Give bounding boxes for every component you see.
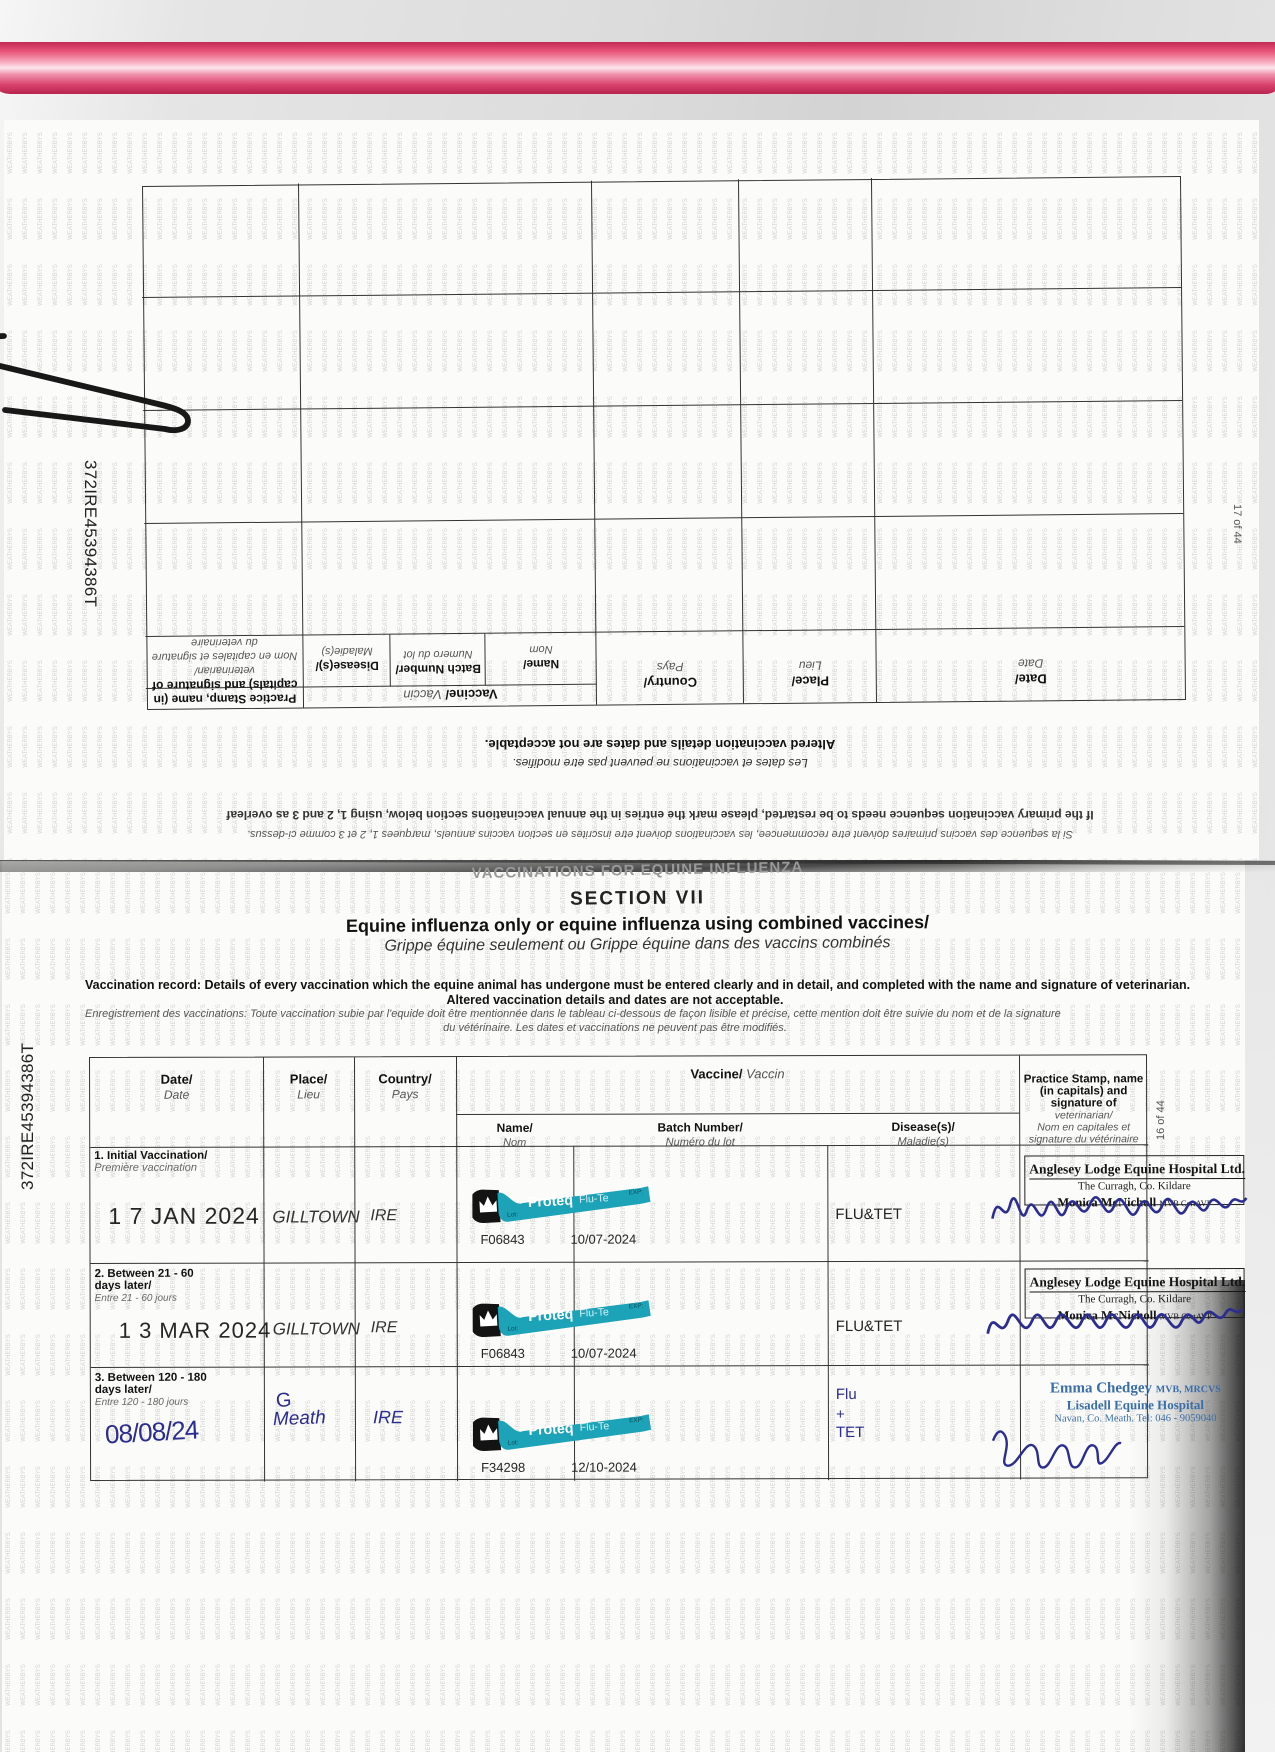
svg-text:EXP:: EXP: [628,1189,643,1197]
svg-text:Flu-Te: Flu-Te [579,1306,609,1320]
svg-text:EXP:: EXP: [629,1303,644,1311]
svg-text:Lot:: Lot: [508,1439,519,1447]
svg-text:Flu-Te: Flu-Te [579,1192,609,1206]
svg-text:Proteq: Proteq [528,1193,574,1211]
svg-text:EXP:: EXP: [629,1417,644,1425]
svg-text:Lot:: Lot: [507,1211,518,1219]
svg-text:Lot:: Lot: [507,1325,518,1333]
svg-text:Proteq: Proteq [528,1307,574,1325]
svg-text:Proteq: Proteq [528,1421,574,1439]
svg-text:Flu-Te: Flu-Te [579,1420,609,1434]
